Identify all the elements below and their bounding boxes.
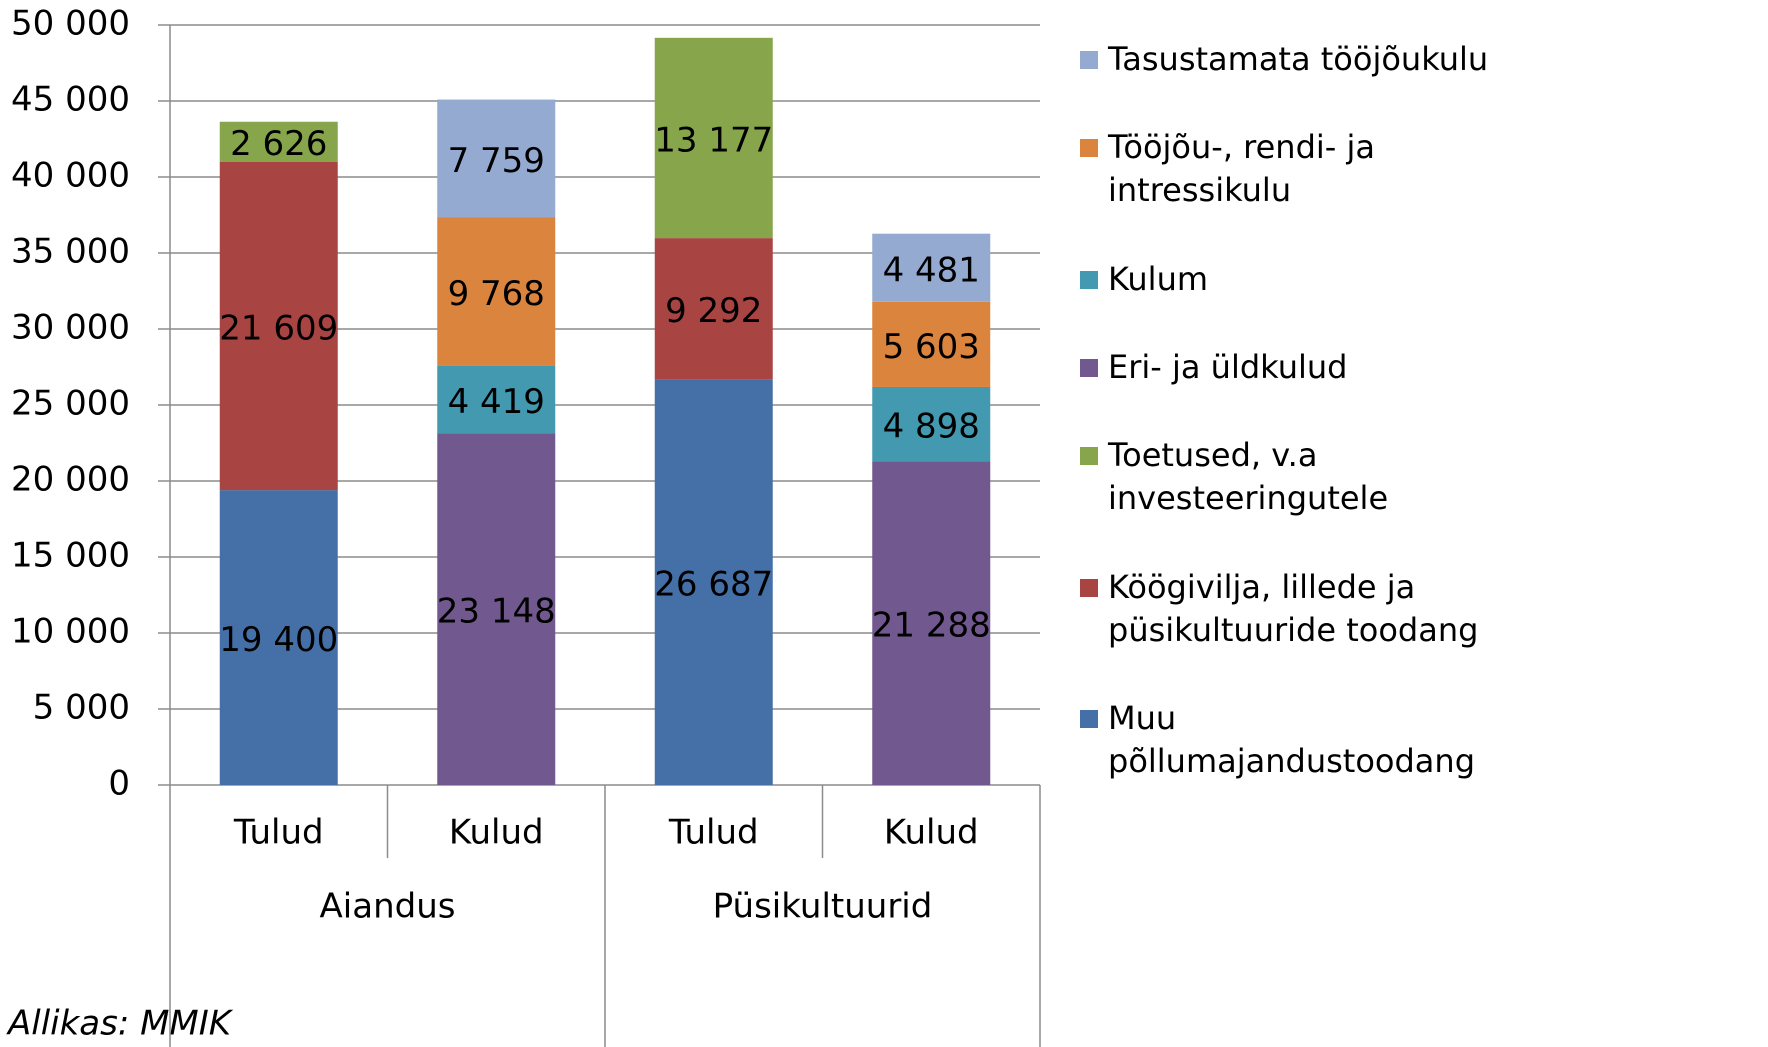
y-tick-label: 0 [108, 764, 130, 804]
bar-segment [437, 433, 556, 785]
legend-label: Tööjõu-, rendi- ja intressikulu [1108, 128, 1375, 210]
legend-item: Toetused, v.a investeeringutele [1080, 434, 1550, 520]
legend-item: Muu põllumajandustoodang [1080, 697, 1550, 783]
data-label: 4 481 [883, 250, 980, 290]
y-tick-label: 50 000 [11, 4, 130, 44]
y-tick-label: 15 000 [11, 536, 130, 576]
x-tick-label: Kulud [449, 813, 544, 853]
bar-segment [437, 365, 556, 434]
legend-swatch [1080, 709, 1098, 728]
legend-swatch [1080, 447, 1098, 466]
bar-segment [219, 121, 338, 162]
y-tick-label: 40 000 [11, 156, 130, 196]
bar-segment [654, 37, 773, 239]
bar-segment [219, 161, 338, 491]
legend-swatch [1080, 51, 1098, 69]
legend-label: Kulum [1108, 259, 1209, 298]
group-label: Aiandus [320, 887, 456, 927]
data-label: 23 148 [437, 592, 556, 632]
data-label: 26 687 [654, 565, 773, 605]
legend-label: Toetused, v.a investeeringutele [1108, 436, 1389, 518]
legend-swatch [1080, 578, 1098, 597]
x-tick-label: Tulud [668, 813, 759, 853]
data-label: 9 768 [448, 274, 545, 314]
legend-label: Tasustamata tööjõukulu [1108, 40, 1489, 78]
data-label: 9 292 [665, 291, 762, 331]
data-label: 5 603 [883, 327, 980, 367]
y-tick-label: 10 000 [11, 612, 130, 652]
y-tick-label: 45 000 [11, 80, 130, 120]
data-label: 13 177 [654, 120, 773, 160]
data-label: 21 288 [872, 606, 991, 646]
group-label: Püsikultuurid [713, 887, 933, 927]
legend-label: Muu põllumajandustoodang [1108, 698, 1475, 780]
legend-label: Eri- ja üldkulud [1108, 347, 1348, 386]
bar-segment [654, 379, 773, 785]
data-label: 19 400 [219, 620, 338, 660]
bar-segment [219, 490, 338, 785]
x-tick-label: Tulud [233, 813, 324, 853]
legend-item: Tasustamata tööjõukulu [1080, 38, 1550, 81]
bar-segment [437, 99, 556, 218]
legend-swatch [1080, 270, 1098, 289]
data-label: 21 609 [219, 308, 338, 348]
y-tick-label: 20 000 [11, 460, 130, 500]
legend-swatch [1080, 139, 1098, 158]
data-label: 4 419 [448, 382, 545, 422]
bar-segment [437, 217, 556, 366]
y-tick-label: 30 000 [11, 308, 130, 348]
legend: Tasustamata tööjõukulu Tööjõu-, rendi- ja… [1080, 38, 1768, 783]
data-label: 4 898 [883, 407, 980, 447]
bar-segment [872, 461, 991, 785]
data-label: 7 759 [448, 141, 545, 181]
legend-label: Köögivilja, lillede ja püsikultuuride to… [1108, 567, 1479, 649]
legend-swatch [1080, 358, 1098, 377]
data-label: 2 626 [230, 124, 327, 164]
y-tick-label: 35 000 [11, 232, 130, 272]
source-note: Allikas: MMIK [6, 1004, 234, 1044]
bar-segment [654, 238, 773, 380]
x-tick-label: Kulud [884, 813, 979, 853]
legend-item: Tööjõu-, rendi- ja intressikulu [1080, 126, 1550, 212]
legend-item: Eri- ja üldkulud [1080, 346, 1550, 389]
y-tick-label: 25 000 [11, 384, 130, 424]
legend-item: Köögivilja, lillede ja püsikultuuride to… [1080, 566, 1550, 652]
y-tick-label: 5 000 [33, 688, 130, 728]
bar-segment [872, 233, 991, 302]
bar-segment [872, 301, 991, 387]
bar-segment [872, 386, 991, 462]
legend-item: Kulum [1080, 258, 1550, 301]
